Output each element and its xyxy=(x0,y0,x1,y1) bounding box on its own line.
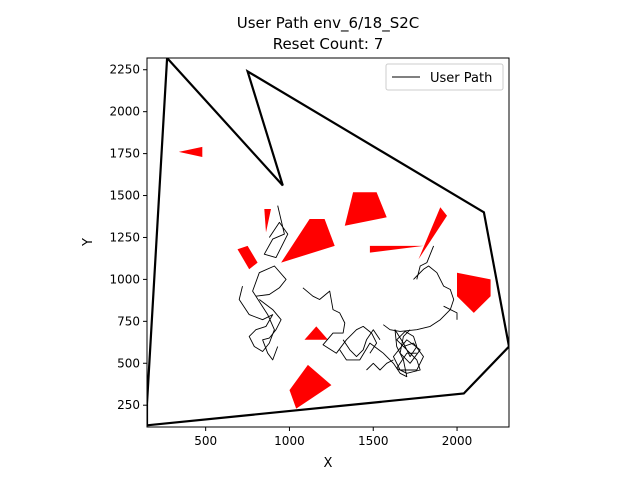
legend-label-user-path: User Path xyxy=(430,71,492,86)
obstacle-2 xyxy=(264,209,271,233)
user-path-segment-6 xyxy=(392,329,424,371)
user-path-segment-4 xyxy=(302,287,378,354)
obstacle-7 xyxy=(418,207,447,260)
x-axis-label: X xyxy=(324,456,333,471)
obstacle-9 xyxy=(304,326,328,340)
obstacle-10 xyxy=(289,364,332,409)
y-tick-label-750: 750 xyxy=(117,314,140,328)
user-path-segment-9 xyxy=(443,305,458,320)
user-path-segment-1 xyxy=(263,205,289,259)
user-path-segment-8 xyxy=(416,245,435,280)
obstacle-6 xyxy=(369,245,424,253)
y-tick-label-2250: 2250 xyxy=(109,63,140,77)
obstacle-1 xyxy=(178,146,203,157)
user-path-segment-10 xyxy=(342,329,381,358)
user-path-segment-5 xyxy=(339,329,421,378)
plot-content xyxy=(147,58,509,427)
y-tick-label-1750: 1750 xyxy=(109,147,140,161)
plot-frame xyxy=(146,57,510,428)
y-tick-label-1000: 1000 xyxy=(109,272,140,286)
legend-box xyxy=(385,63,504,91)
y-tick-label-1250: 1250 xyxy=(109,230,140,244)
y-tick-label-1500: 1500 xyxy=(109,189,140,203)
x-tick-label-2000: 2000 xyxy=(442,434,473,448)
x-tick-label-1500: 1500 xyxy=(358,434,389,448)
x-tick-label-1000: 1000 xyxy=(274,434,305,448)
chart-subtitle: Reset Count: 7 xyxy=(273,35,384,53)
chart-title: User Path env_6/18_S2C xyxy=(237,14,420,33)
user-path-segment-11 xyxy=(366,359,394,371)
y-axis-label: Y xyxy=(81,238,96,247)
x-tick-label-500: 500 xyxy=(194,434,217,448)
plot-area: 500 1000 1500 2000 250 500 750 1000 1250 1500 1750… xyxy=(109,57,510,448)
user-path-segment-7 xyxy=(383,265,455,332)
obstacle-3 xyxy=(237,245,258,270)
y-tick-label-250: 250 xyxy=(117,398,140,412)
user-path-segment-2 xyxy=(238,265,287,352)
y-tick-label-2000: 2000 xyxy=(109,105,140,119)
legend: User Path xyxy=(385,63,504,91)
obstacle-8 xyxy=(457,272,491,313)
obstacle-5 xyxy=(344,192,387,226)
y-tick-label-500: 500 xyxy=(117,356,140,370)
user-path-segment-3 xyxy=(259,299,282,361)
obstacle-4 xyxy=(281,219,335,263)
boundary-line xyxy=(147,58,509,427)
